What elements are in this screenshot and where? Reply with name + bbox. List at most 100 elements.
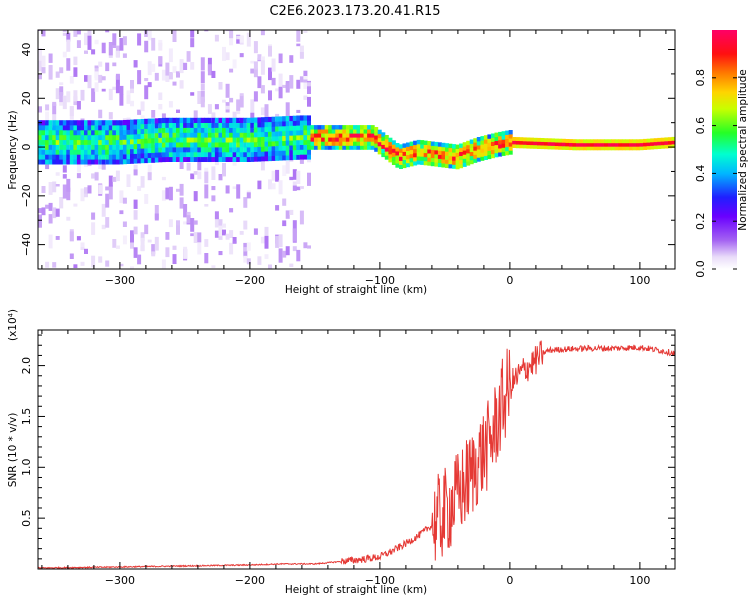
spectrogram-cell [381, 144, 386, 149]
spectrogram-cell [52, 134, 57, 141]
spectrogram-cell [147, 30, 152, 41]
spectrogram-cell [59, 197, 64, 209]
spectrogram-cell [218, 132, 223, 138]
spectrogram-cell [271, 183, 276, 190]
spectrogram-cell [292, 220, 297, 233]
spectrogram-cell [190, 173, 195, 180]
spectrogram-cell [154, 157, 159, 163]
spectrogram-cell [80, 149, 85, 155]
spectrogram-cell [416, 160, 421, 165]
spectrogram-cell [193, 220, 198, 225]
spectrogram-cell [448, 143, 453, 149]
spectrogram-cell [73, 56, 78, 66]
spectrogram-cell [480, 140, 485, 145]
spectrogram-cell [618, 142, 623, 147]
spectrogram-cell [423, 148, 428, 154]
spectrogram-cell [168, 151, 173, 158]
spectrogram-cell [161, 117, 166, 124]
spectrogram-cell [52, 144, 57, 150]
spectrogram-cell [98, 256, 103, 263]
spectrogram-cell [179, 59, 184, 74]
spectrogram-cell [289, 135, 294, 141]
spectrogram-cell [583, 139, 587, 144]
spectrogram-cell [87, 75, 92, 89]
spectrogram-cell [229, 147, 234, 153]
spectrogram-cell [303, 149, 308, 155]
spectrogram-cell [214, 230, 219, 238]
spectrogram-cell [73, 134, 78, 141]
spectrogram-cell [282, 126, 287, 132]
spectrogram-cell [427, 157, 432, 162]
spectrogram-cell [119, 94, 124, 106]
spectrogram-cell [168, 219, 173, 228]
spectrogram-cell [427, 149, 432, 154]
spectrogram-cell [140, 148, 145, 154]
spectrogram-cell [122, 149, 127, 155]
spectrogram-cell [498, 135, 503, 141]
spectrogram-cell [575, 142, 580, 147]
spectrogram-cell [324, 133, 329, 138]
spectrogram-cell [158, 56, 163, 65]
spectrogram-cell [480, 156, 485, 161]
spectrogram-cell [285, 125, 290, 131]
spectrogram-cell [154, 213, 159, 221]
spectrogram-cell [278, 155, 283, 161]
spectrogram-cell [264, 254, 269, 259]
spectrogram-cell [84, 248, 88, 254]
spectrogram-cell [260, 122, 265, 128]
spectrogram-cell [193, 122, 198, 128]
spectrogram-cell [193, 110, 198, 118]
spectrogram-cell [558, 145, 563, 150]
spectrogram-cell [55, 184, 60, 187]
spectrogram-cell [501, 147, 506, 152]
spectrogram-cell [41, 159, 46, 165]
spectrogram-cell [423, 152, 428, 158]
spectrogram-cell [87, 30, 92, 39]
spectrogram-cell [416, 156, 421, 161]
spectrogram-cell [101, 134, 106, 141]
colorbar: 0.00.20.40.60.8 Normalized spectral ampl… [694, 30, 749, 278]
spectrogram-cell [151, 133, 156, 139]
spectrogram-cell [76, 149, 81, 155]
spectrogram-cell [618, 146, 623, 151]
spectrogram-cell [204, 142, 209, 148]
spectrogram-cell [84, 144, 88, 150]
spectrogram-cell [55, 139, 60, 145]
spectrogram-cell [76, 236, 81, 241]
spectrogram-cell [466, 149, 471, 154]
spectrogram-cell [98, 184, 103, 195]
spectrogram-cell [317, 141, 322, 146]
spectrogram-cell [69, 159, 74, 165]
spectrogram-cell [179, 151, 184, 158]
spectrogram-cell [200, 71, 205, 83]
spectrogram-cell [367, 141, 372, 146]
spectrogram-cell [246, 192, 251, 199]
spectrogram-cell [406, 146, 410, 151]
spectrogram-cell [190, 38, 195, 48]
spectrogram-cell [282, 165, 287, 176]
spectrogram-cell [52, 207, 57, 219]
spectrogram-cell [101, 76, 106, 81]
spectrogram-cell [268, 131, 272, 137]
spectrogram-cell [147, 133, 152, 139]
spectrogram-cell [353, 141, 357, 146]
spectrogram-cell [476, 157, 481, 162]
spectrogram-cell [204, 137, 209, 143]
spectrogram-cell [211, 127, 216, 133]
spectrogram-cell [413, 152, 418, 158]
spectrogram-cell [480, 136, 485, 141]
spectrogram-cell [168, 132, 173, 138]
spectrogram-cell [264, 117, 269, 123]
spectrogram-cell [462, 154, 467, 159]
spectrogram-cell [328, 133, 333, 138]
spectrogram-cell [214, 161, 219, 166]
spectrogram-cell [363, 141, 368, 146]
spectrogram-cell [80, 261, 85, 266]
spectrogram-cell [303, 144, 308, 150]
spectrogram-cell [402, 155, 407, 160]
spectrogram-cell [137, 124, 142, 130]
spectrogram-cell [204, 147, 209, 153]
spectrogram-cell [586, 139, 591, 144]
spectrogram-cell [147, 172, 152, 181]
spectrogram-cell [232, 241, 237, 244]
